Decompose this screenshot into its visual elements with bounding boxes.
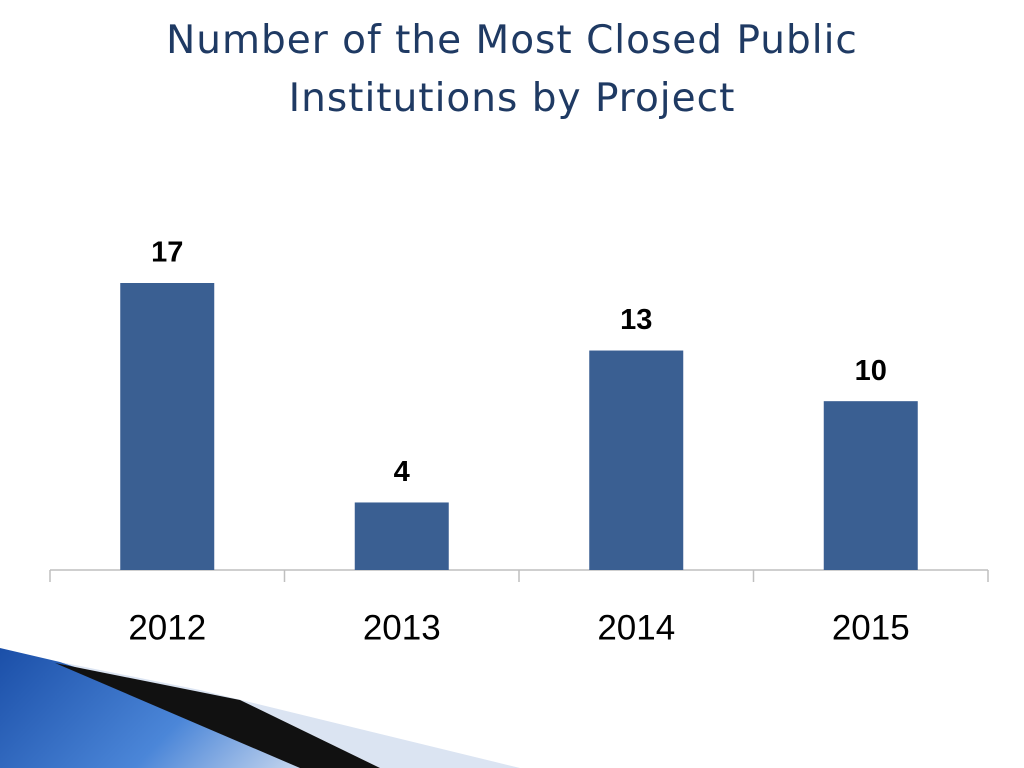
x-tick-label: 2012 — [128, 608, 206, 647]
x-tick-label: 2015 — [832, 608, 910, 647]
data-label: 10 — [855, 355, 887, 387]
decor-swoosh-dark — [55, 663, 380, 768]
data-label: 17 — [151, 237, 183, 269]
bar — [823, 401, 918, 570]
chart-title: Number of the Most Closed Public Institu… — [166, 18, 858, 121]
data-label: 13 — [620, 304, 652, 336]
bar — [354, 502, 449, 570]
x-tick-label: 2013 — [363, 608, 441, 647]
data-label: 4 — [394, 456, 410, 488]
bar — [589, 350, 684, 570]
bar — [120, 283, 215, 570]
x-tick-label: 2014 — [597, 608, 675, 647]
